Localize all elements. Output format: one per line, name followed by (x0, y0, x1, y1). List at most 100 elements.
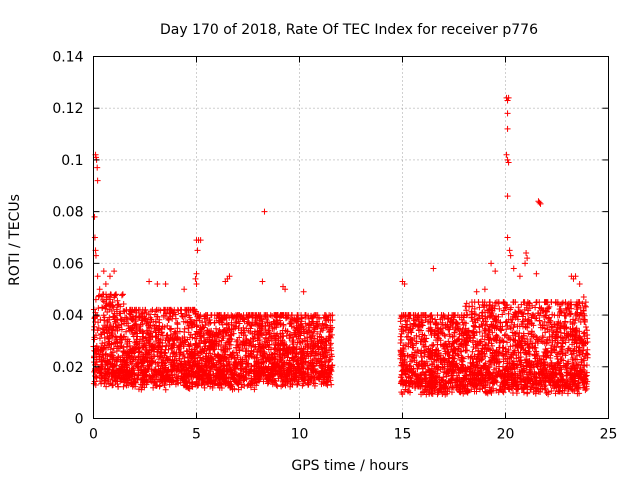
data-point (468, 299, 475, 306)
data-point (279, 382, 286, 389)
data-point (145, 363, 152, 370)
data-point (182, 339, 189, 346)
data-point (200, 332, 207, 339)
data-point (257, 331, 264, 338)
data-point (230, 375, 237, 382)
data-point (186, 314, 193, 321)
data-point (118, 292, 125, 299)
data-point (433, 346, 440, 353)
data-point (166, 381, 173, 388)
data-point (257, 348, 264, 355)
data-point (203, 312, 210, 319)
data-point (201, 384, 208, 391)
data-point (235, 373, 242, 380)
data-point (154, 371, 161, 378)
data-point (398, 336, 405, 343)
data-point (438, 388, 445, 395)
data-point (175, 380, 182, 387)
data-point (216, 354, 223, 361)
data-point (143, 328, 150, 335)
data-point (309, 314, 316, 321)
data-point (421, 349, 428, 356)
data-point (237, 365, 244, 372)
data-point (413, 352, 420, 359)
data-point (238, 313, 245, 320)
data-point (185, 376, 192, 383)
data-point (297, 369, 304, 376)
data-point (404, 368, 411, 375)
data-point (449, 366, 456, 373)
data-point (414, 313, 421, 320)
data-point (187, 351, 194, 358)
data-point (273, 321, 280, 328)
data-point (148, 359, 155, 366)
data-point (173, 368, 180, 375)
data-point (421, 371, 428, 378)
data-point (263, 316, 270, 323)
data-point (189, 334, 196, 341)
data-point (128, 380, 135, 387)
data-point (109, 299, 116, 306)
data-point (278, 373, 285, 380)
data-point (445, 326, 452, 333)
data-point (249, 312, 256, 319)
data-point (143, 339, 150, 346)
data-point (317, 328, 324, 335)
data-point (114, 302, 121, 309)
data-point (430, 383, 437, 390)
data-point (123, 307, 130, 314)
data-point (153, 322, 160, 329)
data-point (427, 353, 434, 360)
data-point (308, 360, 315, 367)
data-point (186, 379, 193, 386)
data-point (218, 376, 225, 383)
data-point (286, 335, 293, 342)
data-point (287, 383, 294, 390)
data-point (440, 312, 447, 319)
data-point (200, 324, 207, 331)
data-point (140, 344, 147, 351)
data-point (422, 386, 429, 393)
data-point (437, 355, 444, 362)
data-point (445, 338, 452, 345)
data-point (209, 384, 216, 391)
data-point (157, 365, 164, 372)
data-point (160, 313, 167, 320)
data-point (462, 303, 469, 310)
data-point (167, 353, 174, 360)
data-point (298, 370, 305, 377)
data-point (255, 371, 262, 378)
data-point (320, 352, 327, 359)
data-point (209, 339, 216, 346)
data-point (173, 350, 180, 357)
data-point (103, 370, 110, 377)
data-point (435, 389, 442, 396)
data-point (280, 345, 287, 352)
data-point (247, 350, 254, 357)
data-point (280, 322, 287, 329)
data-point (160, 306, 167, 313)
data-point (101, 342, 108, 349)
data-point (279, 362, 286, 369)
data-point (147, 322, 154, 329)
data-point (296, 339, 303, 346)
data-point (112, 374, 119, 381)
data-point (288, 363, 295, 370)
data-point (175, 307, 182, 314)
data-point (269, 325, 276, 332)
data-point (203, 362, 210, 369)
data-point (222, 329, 229, 336)
data-point (169, 307, 176, 314)
data-point (287, 377, 294, 384)
data-point (106, 306, 113, 313)
data-point (139, 353, 146, 360)
data-point (223, 358, 230, 365)
data-point (249, 330, 256, 337)
data-point (150, 345, 157, 352)
data-point (266, 322, 273, 329)
data-point (162, 386, 169, 393)
data-point (247, 336, 254, 343)
data-point (185, 358, 192, 365)
data-point (211, 345, 218, 352)
data-point (98, 357, 105, 364)
